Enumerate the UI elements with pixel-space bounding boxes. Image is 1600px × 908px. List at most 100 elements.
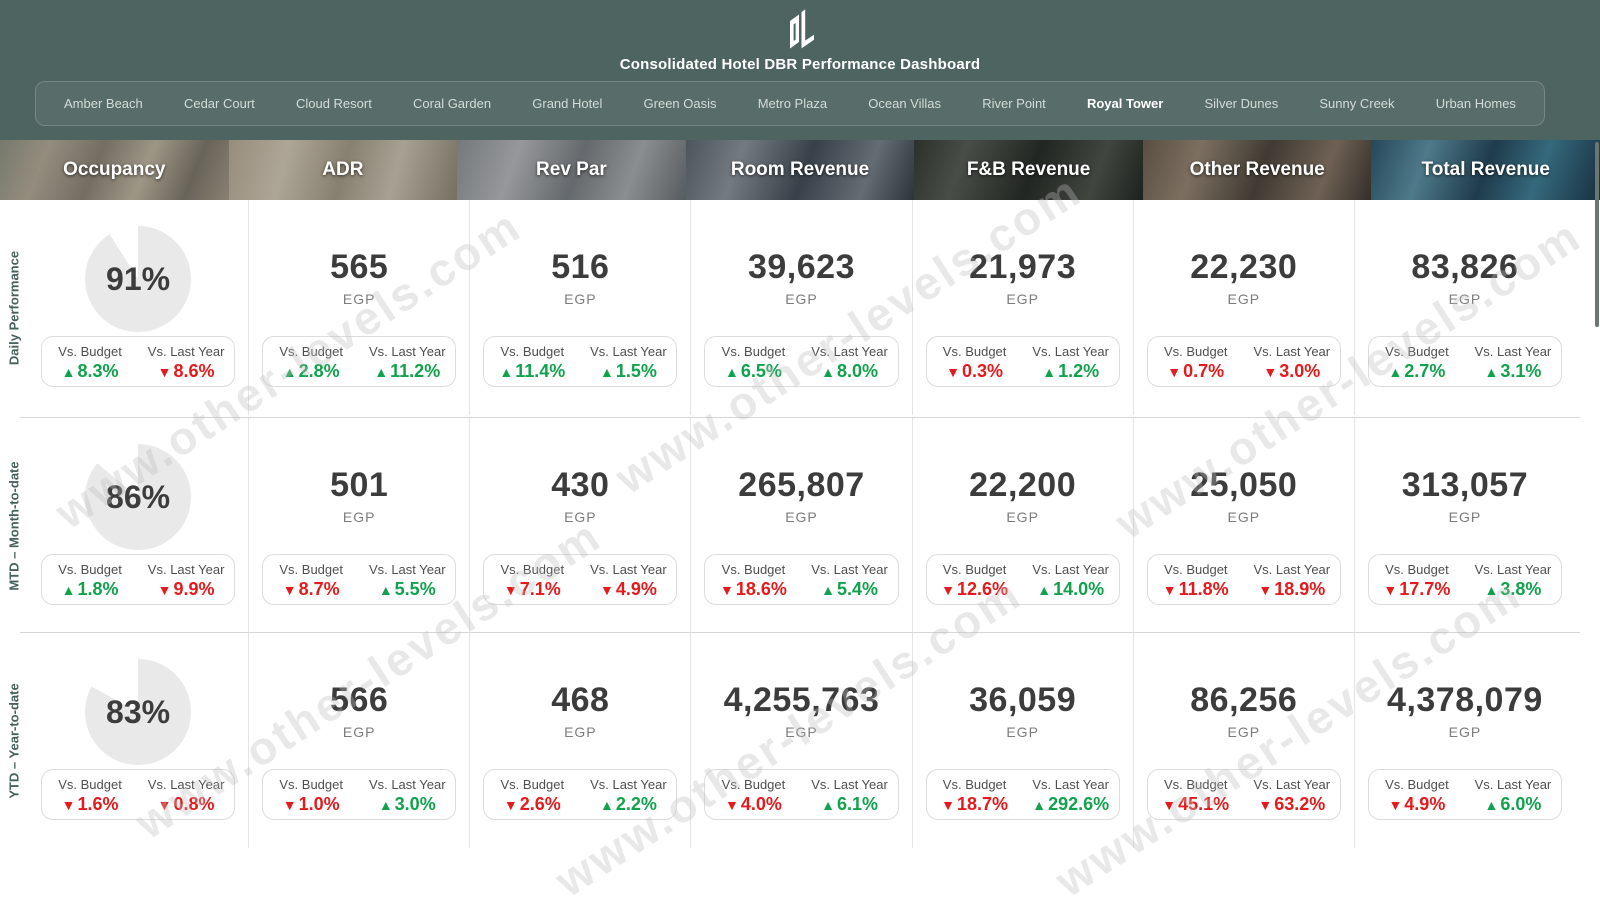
- metric-value: 25,050: [1190, 466, 1298, 504]
- vs-budget-value: ▼ 1.6%: [62, 795, 119, 813]
- nav-hotel-silver-dunes[interactable]: Silver Dunes: [1204, 96, 1279, 111]
- nav-hotel-amber-beach[interactable]: Amber Beach: [64, 96, 143, 111]
- metric-unit: EGP: [1006, 724, 1039, 740]
- vs-last-year-column: Vs. Last Year ▲ 6.0%: [1465, 777, 1561, 813]
- row-label-daily: Daily Performance: [6, 250, 22, 365]
- down-arrow-icon: ▼: [157, 581, 172, 598]
- comparison-box: Vs. Budget ▼ 18.6% Vs. Last Year ▲ 5.4%: [704, 554, 899, 605]
- up-arrow-icon: ▲: [499, 363, 514, 380]
- vs-last-year-percent: 3.0%: [1279, 360, 1321, 381]
- column-header-occupancy: Occupancy: [0, 140, 229, 200]
- up-arrow-icon: ▲: [599, 796, 614, 813]
- occupancy-donut-chart: 83%: [85, 659, 192, 765]
- nav-hotel-urban-homes[interactable]: Urban Homes: [1435, 96, 1516, 111]
- vs-last-year-column: Vs. Last Year ▲ 3.0%: [359, 777, 455, 813]
- vs-budget-label: Vs. Budget: [1163, 776, 1228, 792]
- up-arrow-icon: ▲: [821, 581, 835, 598]
- vs-last-year-label: Vs. Last Year: [811, 343, 888, 359]
- metric-cell-mtd-occupancy: 86% Vs. Budget ▲ 1.8% Vs. Last Year ▼ 9.9%: [28, 418, 248, 633]
- nav-hotel-green-oasis[interactable]: Green Oasis: [643, 96, 717, 111]
- vs-last-year-column: Vs. Last Year ▲ 11.2%: [359, 344, 455, 380]
- vs-budget-column: Vs. Budget ▲ 2.7%: [1369, 344, 1465, 380]
- up-arrow-icon: ▲: [378, 581, 393, 598]
- vs-budget-value: ▲ 2.7%: [1388, 362, 1445, 380]
- vs-last-year-value: ▲ 1.2%: [1042, 362, 1099, 380]
- nav-hotel-ocean-villas[interactable]: Ocean Villas: [868, 96, 942, 111]
- nav-hotel-grand-hotel[interactable]: Grand Hotel: [532, 96, 603, 111]
- nav-hotel-cedar-court[interactable]: Cedar Court: [183, 96, 255, 111]
- vertical-scrollbar-thumb[interactable]: [1595, 142, 1599, 327]
- app-header: Consolidated Hotel DBR Performance Dashb…: [0, 0, 1600, 140]
- down-arrow-icon: ▼: [1162, 581, 1177, 598]
- nav-hotel-coral-garden[interactable]: Coral Garden: [413, 96, 492, 111]
- vs-budget-column: Vs. Budget ▼ 18.6%: [705, 562, 801, 598]
- vs-budget-label: Vs. Budget: [500, 776, 565, 792]
- vs-last-year-percent: 3.8%: [1500, 578, 1542, 599]
- metric-cell-daily-adr: 565 EGP Vs. Budget ▲ 2.8% Vs. Last Year ▲ 11.2%: [248, 200, 469, 415]
- vs-budget-label: Vs. Budget: [500, 343, 565, 359]
- vs-last-year-column: Vs. Last Year ▼ 8.6%: [138, 344, 234, 380]
- metric-unit: EGP: [342, 291, 376, 307]
- metric-value: 22,230: [1190, 248, 1298, 286]
- vs-last-year-column: Vs. Last Year ▲ 3.1%: [1465, 344, 1561, 380]
- vs-last-year-label: Vs. Last Year: [368, 561, 446, 577]
- vs-last-year-column: Vs. Last Year ▲ 5.4%: [802, 562, 898, 598]
- row-daily: Daily Performance 91% Vs. Budget ▲ 8.3% Vs. L…: [0, 200, 1575, 415]
- metric-value: 4,378,079: [1387, 681, 1543, 719]
- vs-last-year-column: Vs. Last Year ▼ 0.8%: [138, 777, 234, 813]
- vs-budget-value: ▼ 1.0%: [283, 795, 340, 813]
- metric-unit: EGP: [1448, 724, 1482, 740]
- nav-hotel-metro-plaza[interactable]: Metro Plaza: [757, 96, 828, 111]
- metric-unit: EGP: [564, 291, 597, 307]
- down-arrow-icon: ▼: [282, 796, 297, 813]
- metric-cell-daily-revpar: 516 EGP Vs. Budget ▲ 11.4% Vs. Last Year ▲ 1.5%: [469, 200, 690, 415]
- vs-budget-percent: 7.1%: [519, 578, 561, 599]
- comparison-box: Vs. Budget ▼ 2.6% Vs. Last Year ▲ 2.2%: [483, 769, 678, 820]
- vs-last-year-percent: 8.6%: [173, 360, 215, 381]
- column-header-adr: ADR: [228, 140, 458, 200]
- down-arrow-icon: ▼: [61, 796, 76, 813]
- comparison-box: Vs. Budget ▼ 7.1% Vs. Last Year ▼ 4.9%: [483, 554, 678, 605]
- hotel-group-logo-icon: [777, 6, 823, 61]
- vs-budget-label: Vs. Budget: [942, 561, 1007, 577]
- vs-last-year-percent: 3.0%: [394, 793, 436, 814]
- vs-budget-label: Vs. Budget: [721, 776, 786, 792]
- metric-cell-mtd-fnb-revenue: 22,200 EGP Vs. Budget ▼ 12.6% Vs. Last Year ▲ 1…: [911, 418, 1133, 633]
- vs-last-year-value: ▼ 9.9%: [158, 580, 215, 598]
- vs-last-year-column: Vs. Last Year ▼ 18.9%: [1244, 562, 1340, 598]
- comparison-box: Vs. Budget ▼ 45.1% Vs. Last Year ▼ 63.2%: [1146, 769, 1341, 820]
- vs-budget-percent: 1.0%: [298, 793, 340, 814]
- vs-last-year-percent: 14.0%: [1053, 578, 1105, 599]
- metric-value: 39,623: [747, 248, 855, 286]
- vs-budget-value: ▼ 4.0%: [725, 795, 782, 813]
- nav-hotel-cloud-resort[interactable]: Cloud Resort: [295, 96, 372, 111]
- metric-cell-ytd-fnb-revenue: 36,059 EGP Vs. Budget ▼ 18.7% Vs. Last Year ▲ 2…: [911, 633, 1133, 848]
- metric-unit: EGP: [1448, 509, 1482, 525]
- vs-budget-label: Vs. Budget: [279, 343, 343, 359]
- vs-budget-label: Vs. Budget: [1163, 343, 1228, 359]
- nav-hotel-sunny-creek[interactable]: Sunny Creek: [1319, 96, 1395, 111]
- vs-budget-percent: 0.3%: [962, 360, 1004, 381]
- vs-budget-value: ▼ 7.1%: [504, 580, 561, 598]
- nav-hotel-river-point[interactable]: River Point: [982, 96, 1046, 111]
- comparison-box: Vs. Budget ▼ 0.3% Vs. Last Year ▲ 1.2%: [925, 336, 1120, 387]
- vs-budget-column: Vs. Budget ▼ 7.1%: [484, 562, 580, 598]
- vs-budget-label: Vs. Budget: [942, 343, 1007, 359]
- nav-hotel-royal-tower[interactable]: Royal Tower: [1086, 96, 1164, 111]
- down-arrow-icon: ▼: [157, 796, 172, 813]
- column-header-label: Other Revenue: [1189, 159, 1325, 180]
- vs-budget-column: Vs. Budget ▼ 4.9%: [1369, 777, 1465, 813]
- vs-last-year-label: Vs. Last Year: [1032, 561, 1109, 577]
- vs-last-year-percent: 5.4%: [836, 578, 878, 599]
- vs-budget-value: ▲ 8.3%: [62, 362, 119, 380]
- metric-unit: EGP: [342, 509, 376, 525]
- metric-value: 21,973: [969, 248, 1077, 286]
- up-arrow-icon: ▲: [282, 363, 297, 380]
- vs-budget-value: ▼ 8.7%: [283, 580, 340, 598]
- vs-budget-percent: 11.4%: [515, 360, 566, 381]
- vs-last-year-value: ▼ 0.8%: [158, 795, 215, 813]
- metric-unit: EGP: [342, 724, 376, 740]
- vs-budget-label: Vs. Budget: [1385, 561, 1449, 577]
- vs-last-year-column: Vs. Last Year ▲ 2.2%: [580, 777, 676, 813]
- vs-last-year-percent: 2.2%: [615, 793, 657, 814]
